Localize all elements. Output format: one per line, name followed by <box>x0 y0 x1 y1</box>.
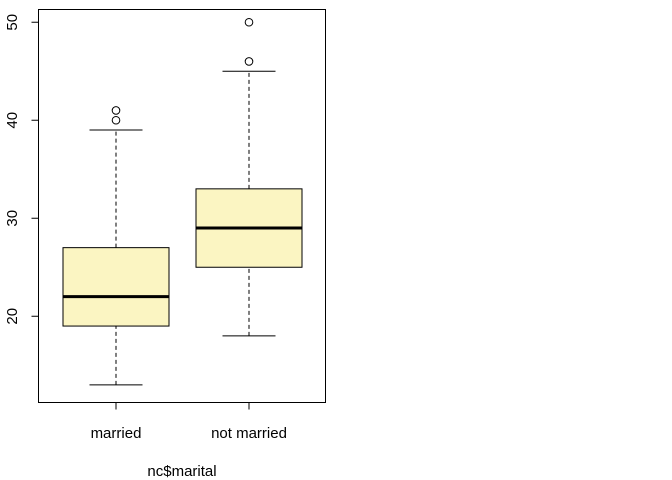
y-tick-label: 20 <box>4 308 21 325</box>
iqr-box <box>62 247 170 327</box>
x-tick-label: not married <box>211 425 287 442</box>
y-tick-label: 30 <box>4 210 21 227</box>
y-tick-label: 50 <box>4 14 21 31</box>
plot-area <box>62 17 303 386</box>
outlier-point <box>244 17 254 27</box>
x-axis: married not married <box>91 402 287 442</box>
box-group <box>195 17 303 337</box>
outlier-point <box>111 106 121 115</box>
y-axis: 20 30 40 50 <box>4 14 39 325</box>
outlier-point <box>244 57 254 66</box>
outlier-point <box>111 115 121 125</box>
box-group <box>62 106 170 386</box>
y-tick-label: 40 <box>4 112 21 129</box>
x-axis-title: nc$marital <box>147 463 216 480</box>
x-tick-label: married <box>91 425 142 442</box>
